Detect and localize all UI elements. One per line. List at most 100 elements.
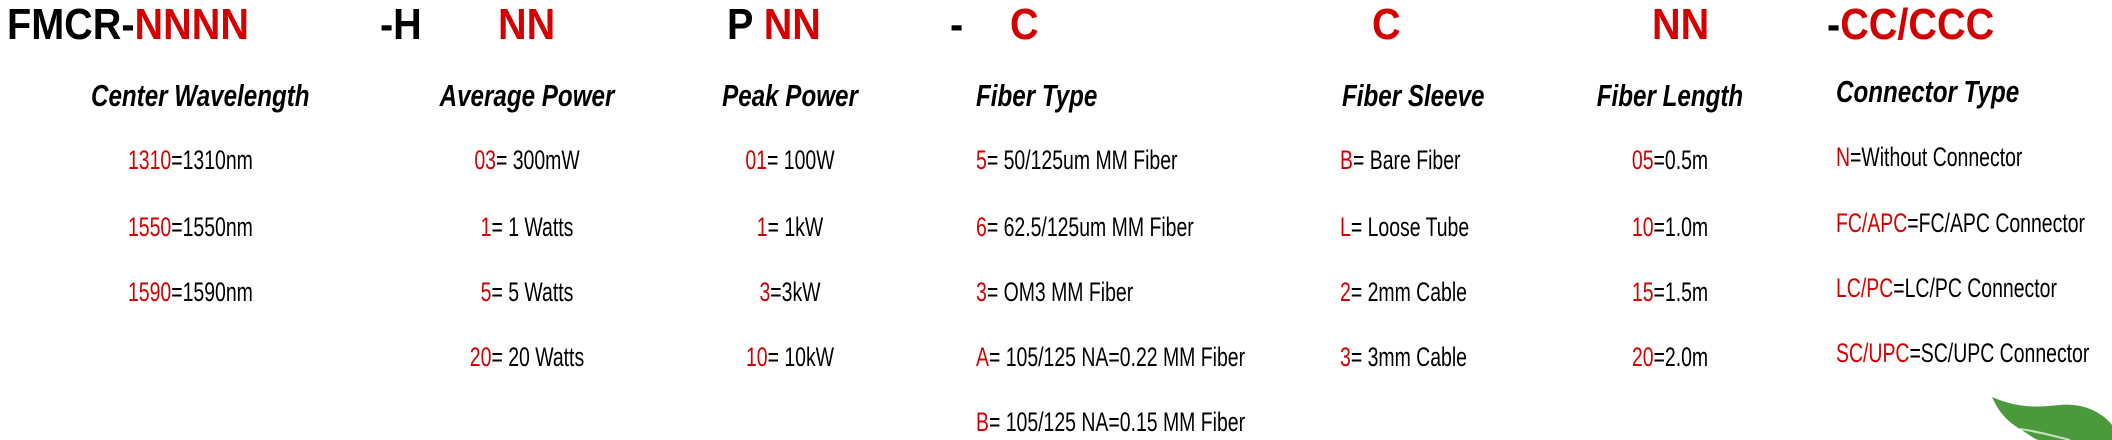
list-item: L= Loose Tube [1340, 212, 1469, 242]
code: FC/APC [1836, 208, 1908, 238]
list-item: 10= 10kW [746, 342, 834, 372]
desc: =SC/UPC Connector [1909, 338, 2090, 368]
code: SC/UPC [1836, 338, 1910, 368]
list-item: SC/UPC=SC/UPC Connector [1836, 338, 2089, 368]
desc: = 10kW [767, 342, 835, 372]
title-segment-fiber-type: C [1010, 0, 1039, 49]
code: 6 [976, 212, 987, 242]
desc: = 1 Watts [491, 212, 574, 242]
list-item: 3= 3mm Cable [1340, 342, 1467, 372]
title-segment-h: -H [380, 0, 422, 50]
code: 1 [756, 212, 768, 242]
column-header: Connector Type [1836, 74, 2020, 109]
desc: =1590nm [171, 277, 253, 307]
code: 15 [1631, 277, 1654, 307]
list-item: 01= 100W [745, 145, 834, 175]
list-item: 15=1.5m [1632, 277, 1708, 307]
code: 1550 [128, 212, 172, 242]
title-segment-peak-power: P NN [727, 0, 821, 50]
code: 10 [1631, 212, 1654, 242]
code: 3 [759, 277, 771, 307]
title-red: NNNN [134, 0, 249, 49]
desc: = 100W [767, 145, 835, 175]
leaf-icon [1992, 397, 2112, 440]
column-header: Peak Power [722, 78, 858, 113]
desc: =1.0m [1653, 212, 1709, 242]
code: 1590 [128, 277, 172, 307]
code: 3 [1340, 342, 1351, 372]
code: LC/PC [1836, 273, 1894, 303]
column-fiber-length: Fiber Length 05=0.5m 10=1.0m 15=1.5m 20=… [1590, 0, 1750, 440]
code: L [1340, 212, 1351, 242]
desc: =1550nm [171, 212, 253, 242]
part-number-prefix: FMCR-NNNN [7, 0, 249, 50]
desc: = OM3 MM Fiber [986, 277, 1134, 307]
title-segment-fiber-length: NN [1652, 0, 1710, 49]
list-item: 05=0.5m [1632, 145, 1708, 175]
desc: = 5 Watts [491, 277, 574, 307]
code: 20 [469, 342, 492, 372]
code: 2 [1340, 277, 1351, 307]
title-segment-dash: - [950, 0, 964, 49]
list-item: 20=2.0m [1632, 342, 1708, 372]
list-item: FC/APC=FC/APC Connector [1836, 208, 2085, 238]
title-black: P [727, 0, 764, 49]
list-item: 3= OM3 MM Fiber [976, 277, 1133, 307]
code: 01 [745, 145, 768, 175]
desc: = 105/125 NA=0.22 MM Fiber [988, 342, 1246, 372]
code: N [1836, 142, 1851, 172]
column-header: Center Wavelength [91, 78, 310, 113]
code: 1310 [128, 145, 172, 175]
list-item: 6= 62.5/125um MM Fiber [976, 212, 1194, 242]
desc: = 62.5/125um MM Fiber [986, 212, 1194, 242]
list-item: 1= 1kW [757, 212, 823, 242]
desc: = 3mm Cable [1350, 342, 1467, 372]
list-item: 1550=1550nm [128, 212, 253, 242]
code: 5 [976, 145, 987, 175]
list-item: 1= 1 Watts [481, 212, 574, 242]
column-header: Average Power [439, 78, 615, 113]
list-item: LC/PC=LC/PC Connector [1836, 273, 2057, 303]
code: B [1340, 145, 1353, 175]
list-item: 5= 50/125um MM Fiber [976, 145, 1178, 175]
desc: =1310nm [171, 145, 253, 175]
column-peak-power: Peak Power 01= 100W 1= 1kW 3=3kW 10= 10k… [720, 0, 860, 440]
title-black: -H [380, 0, 422, 49]
desc: = 2mm Cable [1350, 277, 1467, 307]
desc: =3kW [770, 277, 821, 307]
desc: =FC/APC Connector [1907, 208, 2086, 238]
desc: =Without Connector [1850, 142, 2023, 172]
desc: = 20 Watts [491, 342, 585, 372]
list-item: 5= 5 Watts [481, 277, 574, 307]
title-black: - [1827, 0, 1841, 49]
column-header: Fiber Length [1596, 78, 1744, 113]
list-item: 2= 2mm Cable [1340, 277, 1467, 307]
list-item: 1310=1310nm [128, 145, 253, 175]
code: 05 [1631, 145, 1654, 175]
title-black: FMCR- [7, 0, 135, 49]
desc: = 50/125um MM Fiber [986, 145, 1178, 175]
title-red: CC/CCC [1840, 0, 1995, 49]
desc: =2.0m [1653, 342, 1709, 372]
desc: =LC/PC Connector [1893, 273, 2057, 303]
list-item: B= 105/125 NA=0.15 MM Fiber [976, 407, 1245, 437]
list-item: 3=3kW [759, 277, 820, 307]
column-header: Fiber Sleeve [1342, 78, 1485, 113]
code: 5 [480, 277, 492, 307]
list-item: N=Without Connector [1836, 142, 2022, 172]
title-segment-connector: -CC/CCC [1827, 0, 1994, 50]
title-red: NN [763, 0, 821, 49]
title-segment-avg-power: NN [498, 0, 556, 49]
code: 1 [480, 212, 492, 242]
code: B [976, 407, 989, 437]
code: A [976, 342, 989, 372]
list-item: B= Bare Fiber [1340, 145, 1460, 175]
list-item: 1590=1590nm [128, 277, 253, 307]
list-item: 20= 20 Watts [470, 342, 584, 372]
desc: = Loose Tube [1350, 212, 1470, 242]
desc: = Bare Fiber [1352, 145, 1461, 175]
desc: =0.5m [1653, 145, 1709, 175]
list-item: 10=1.0m [1632, 212, 1708, 242]
desc: = 1kW [767, 212, 824, 242]
desc: = 105/125 NA=0.15 MM Fiber [988, 407, 1246, 437]
